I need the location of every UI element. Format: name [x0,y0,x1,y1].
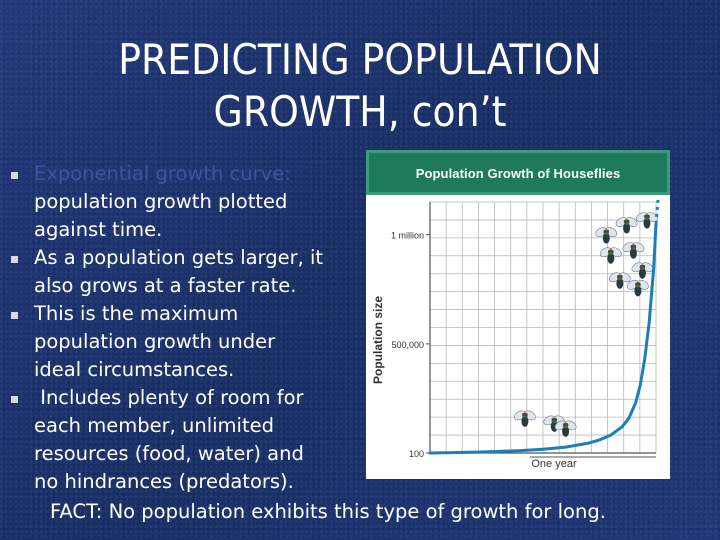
bullet-line: Includes plenty of room for [34,386,304,409]
chart-flies [514,212,658,437]
bullet-line: population growth plotted [34,190,288,213]
chart-header: Population Growth of Houseflies [366,150,670,195]
bullet-item: Exponential growth curve: population gro… [8,160,363,244]
housefly-icon [622,242,645,259]
housefly-icon [599,247,622,264]
housefly-icon [636,212,658,229]
bullet-item: This is the maximum population growth un… [8,300,363,384]
housefly-icon [615,217,638,234]
bullet-line: resources (food, water) and [34,442,304,465]
bullet-item: Includes plenty of room for each member,… [8,384,363,496]
bullet-marker-icon [11,312,18,319]
bullet-line: no hindrances (predators). [34,470,294,493]
housefly-icon [627,279,649,297]
bullet-line: As a population gets larger, it [34,246,324,269]
slide-title: PREDICTING POPULATION GROWTH, con’t [36,34,684,138]
chart-ticks: 1 million 500,000 100 [391,231,430,459]
bullet-line: ideal circumstances. [34,358,235,381]
bullet-marker-icon [11,256,18,263]
bullet-item: As a population gets larger, it also gro… [8,244,363,300]
y-tick-label: 1 million [391,231,424,241]
housefly-icon [631,262,654,279]
housefly-icon [514,410,536,427]
bullet-marker-icon [11,396,18,403]
chart-plot: 1 million 500,000 100 Population size One … [371,199,660,470]
bullet-line: also grows at a faster rate. [34,274,297,297]
y-axis-label: Population size [371,296,385,384]
chart-title: Population Growth of Houseflies [415,166,621,181]
bullet-line: each member, unlimited [34,414,274,437]
chart-grid [429,201,657,454]
bullet-list: Exponential growth curve: population gro… [8,160,363,496]
title-line-1: PREDICTING POPULATION [118,35,602,84]
chart-curve [428,199,660,455]
y-tick-label: 500,000 [391,340,424,350]
housefly-icon [608,272,631,289]
bullet-line: This is the maximum [34,302,239,325]
bullet-marker-icon [11,172,18,179]
housefly-icon [595,227,618,244]
bullet-line: population growth under [34,330,276,353]
title-line-2: GROWTH, con’t [213,87,507,136]
housefly-icon [554,420,577,437]
fact-text: FACT: No population exhibits this type o… [50,500,606,523]
housefly-icon [543,415,566,432]
housefly-growth-chart: Population Growth of Houseflies 1 millio… [366,150,670,479]
y-tick-label: 100 [409,449,424,459]
growth-curve [428,222,658,455]
bullet-line: against time. [34,218,163,241]
x-axis-label: One year [531,458,577,470]
bullet-heading: Exponential growth curve: [34,162,291,185]
